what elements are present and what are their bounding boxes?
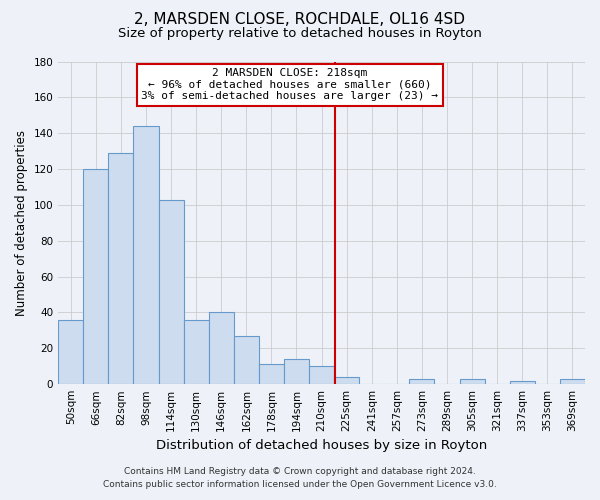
Bar <box>510 380 535 384</box>
X-axis label: Distribution of detached houses by size in Royton: Distribution of detached houses by size … <box>156 440 487 452</box>
Bar <box>234 336 259 384</box>
Bar <box>109 153 133 384</box>
Text: 2, MARSDEN CLOSE, ROCHDALE, OL16 4SD: 2, MARSDEN CLOSE, ROCHDALE, OL16 4SD <box>134 12 466 28</box>
Text: Contains HM Land Registry data © Crown copyright and database right 2024.
Contai: Contains HM Land Registry data © Crown c… <box>103 468 497 489</box>
Bar <box>209 312 234 384</box>
Bar <box>83 169 109 384</box>
Bar <box>184 320 209 384</box>
Bar <box>259 364 284 384</box>
Bar <box>58 320 83 384</box>
Bar <box>284 359 309 384</box>
Y-axis label: Number of detached properties: Number of detached properties <box>15 130 28 316</box>
Bar <box>133 126 158 384</box>
Bar <box>158 200 184 384</box>
Text: Size of property relative to detached houses in Royton: Size of property relative to detached ho… <box>118 28 482 40</box>
Bar <box>309 366 334 384</box>
Bar <box>334 377 359 384</box>
Bar <box>560 379 585 384</box>
Text: 2 MARSDEN CLOSE: 218sqm
← 96% of detached houses are smaller (660)
3% of semi-de: 2 MARSDEN CLOSE: 218sqm ← 96% of detache… <box>142 68 439 101</box>
Bar <box>409 379 434 384</box>
Bar <box>460 379 485 384</box>
